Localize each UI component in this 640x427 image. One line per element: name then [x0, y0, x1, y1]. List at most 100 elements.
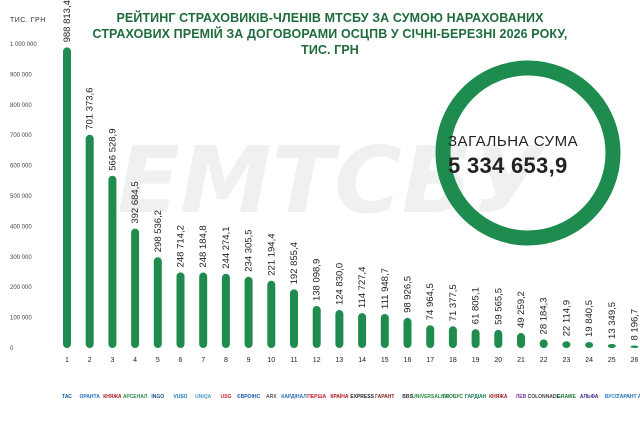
bar: [108, 175, 117, 348]
y-tick-label: 300 000: [10, 255, 32, 261]
company-logo: КНЯЖА: [103, 394, 122, 400]
bar-value-label: 8 196,7: [630, 309, 640, 341]
company-logo: ЛЕВ: [516, 394, 527, 400]
bar-value-label: 74 964,5: [425, 283, 436, 320]
y-tick-label: 600 000: [10, 164, 32, 170]
bar-value-label: 111 948,7: [380, 268, 391, 309]
company-logo: АРСЕНАЛ: [123, 394, 148, 400]
bar: [380, 313, 389, 348]
bar: [85, 134, 94, 348]
bar-value-label: 192 855,4: [289, 242, 300, 284]
bar: [448, 326, 457, 348]
x-tick-label: 8: [224, 357, 228, 364]
x-tick-label: 13: [336, 357, 344, 364]
bar-value-label: 248 714,2: [176, 225, 187, 267]
company-logo: ГАРАНТ АВТО: [617, 394, 640, 400]
company-logo: ТАС: [62, 394, 72, 400]
x-tick-label: 10: [267, 357, 275, 364]
x-tick-label: 16: [404, 357, 412, 364]
bar-value-label: 244 274,1: [221, 226, 232, 268]
company-logo: ПЕРША: [307, 394, 326, 400]
bar: [221, 273, 230, 348]
company-logo: GRAWE: [557, 394, 577, 400]
bar-value-label: 71 377,5: [448, 284, 459, 321]
bar: [426, 325, 435, 348]
x-tick-label: 2: [88, 357, 92, 364]
x-tick-label: 26: [631, 357, 639, 364]
bar: [607, 343, 616, 348]
bar: [131, 228, 140, 348]
y-tick-label: 1 000 000: [10, 42, 37, 48]
company-logo: ГАРАНТ: [375, 394, 394, 400]
company-logo: VUSO: [173, 394, 187, 400]
bar: [630, 345, 639, 348]
company-logo: INGO: [151, 394, 164, 400]
bar: [358, 313, 367, 348]
x-tick-label: 4: [133, 357, 137, 364]
bar-value-label: 61 805,1: [471, 287, 482, 324]
bar: [153, 257, 162, 348]
company-logo: EXPRESS: [350, 394, 374, 400]
bar: [244, 276, 253, 348]
total-sum-label: ЗАГАЛЬНА СУМА: [448, 133, 579, 150]
bar: [199, 272, 208, 348]
bar: [517, 333, 525, 348]
bar: [63, 47, 71, 348]
bar: [290, 289, 298, 348]
y-tick-label: 900 000: [10, 72, 32, 78]
x-tick-label: 6: [179, 357, 183, 364]
x-tick-label: 1: [65, 357, 69, 364]
x-tick-label: 19: [472, 357, 480, 364]
company-logo: ЄВРОІНС: [237, 394, 260, 400]
bar-value-label: 988 813,4: [62, 0, 73, 42]
company-logo: ОРАНТА: [80, 394, 101, 400]
bar-value-label: 49 259,2: [516, 291, 527, 328]
bar-value-label: 114 727,4: [357, 267, 368, 309]
company-logo: ГАРДІАН: [465, 394, 487, 400]
x-tick-label: 25: [608, 357, 616, 364]
bar-value-label: 298 536,2: [153, 210, 164, 252]
bar: [312, 306, 321, 348]
company-logo: UNIQA: [195, 394, 212, 400]
x-tick-label: 3: [110, 357, 114, 364]
bar-value-label: 98 926,5: [403, 276, 414, 313]
company-logo: UNIVERSALNA: [412, 394, 449, 400]
bar: [539, 339, 548, 348]
bar-value-label: 124 830,0: [334, 263, 345, 305]
chart-title: РЕЙТИНГ СТРАХОВИКІВ-ЧЛЕНІВ МТСБУ ЗА СУМО…: [92, 11, 568, 57]
y-tick-label: 500 000: [10, 194, 32, 200]
x-tick-label: 12: [313, 357, 321, 364]
x-tick-label: 22: [540, 357, 548, 364]
bar-value-label: 566 528,9: [107, 129, 118, 171]
company-logo: ГЛОБУС: [443, 394, 464, 400]
x-tick-label: 21: [517, 357, 525, 364]
x-tick-label: 18: [449, 357, 457, 364]
y-tick-label: 100 000: [10, 316, 32, 322]
bar-value-label: 138 098,9: [312, 259, 323, 301]
unit-label: ТИС. ГРН: [10, 17, 46, 24]
company-logo: КАРДІНАЛ: [281, 394, 307, 400]
company-logo: BBS: [402, 394, 413, 400]
bar-value-label: 19 840,5: [584, 300, 595, 337]
x-tick-label: 7: [201, 357, 205, 364]
bar-value-label: 701 373,6: [85, 88, 96, 130]
bar: [176, 272, 185, 348]
bar-value-label: 22 114,9: [561, 300, 572, 336]
bar-value-label: 59 565,5: [493, 288, 504, 325]
bar-value-label: 234 305,5: [244, 230, 255, 272]
x-tick-label: 15: [381, 357, 389, 364]
x-tick-label: 5: [156, 357, 160, 364]
x-tick-label: 9: [247, 357, 251, 364]
bar-value-label: 28 184,3: [539, 297, 550, 334]
company-logo: USG: [220, 394, 231, 400]
x-tick-label: 23: [563, 357, 571, 364]
x-tick-label: 14: [358, 357, 366, 364]
company-logo: АЛЬФА: [580, 394, 599, 400]
company-logo: КРАЇНА: [330, 393, 349, 400]
company-logo: ВУСО: [605, 394, 619, 400]
company-logo: КНЯЖА: [489, 394, 508, 400]
company-logo: COLONNADE: [528, 394, 561, 400]
bar-value-label: 248 184,8: [198, 225, 209, 267]
bar-value-label: 13 349,5: [607, 302, 618, 339]
